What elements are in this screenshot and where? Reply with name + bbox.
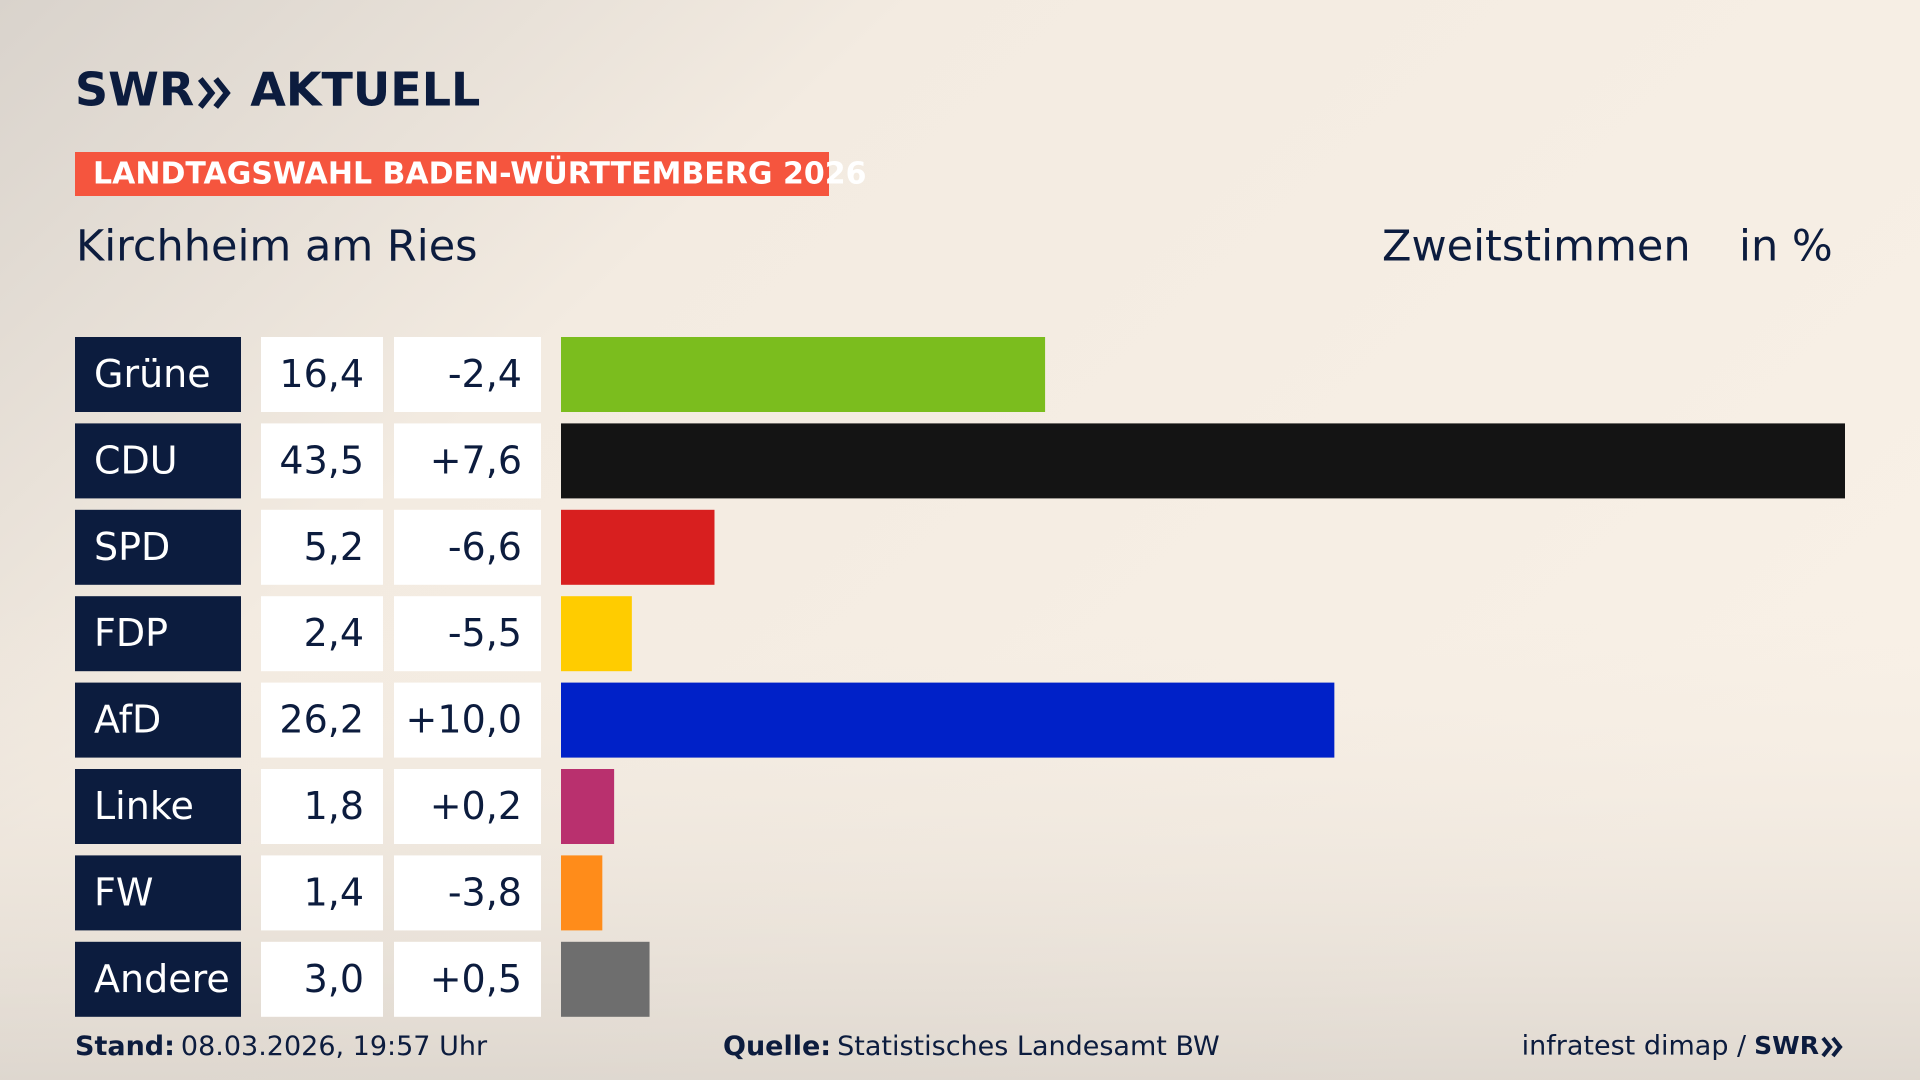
bar bbox=[561, 855, 603, 931]
party-box bbox=[75, 423, 241, 499]
chevron bbox=[213, 77, 231, 109]
value-box bbox=[261, 682, 383, 758]
party-box bbox=[75, 769, 241, 844]
party-label: Grüne bbox=[94, 352, 211, 396]
change-box bbox=[394, 337, 541, 412]
chart-title: Kirchheim am Ries bbox=[76, 222, 478, 272]
value-label: 16,4 bbox=[279, 352, 364, 396]
banner-text: LANDTAGSWAHL BADEN-WÜRTTEMBERG 2026 bbox=[93, 155, 866, 192]
party-box bbox=[75, 941, 241, 1017]
party-box bbox=[75, 855, 241, 931]
party-box bbox=[75, 596, 241, 672]
bar bbox=[561, 596, 632, 672]
party-label: SPD bbox=[94, 525, 170, 569]
stand-label: Stand: bbox=[75, 1031, 175, 1062]
change-box bbox=[394, 509, 541, 585]
value-label: 5,2 bbox=[304, 525, 364, 569]
change-box bbox=[394, 855, 541, 931]
change-label: +0,2 bbox=[430, 784, 522, 828]
credit: infratest dimap / bbox=[1522, 1031, 1747, 1062]
change-label: -6,6 bbox=[448, 525, 522, 569]
credit-logo: SWR bbox=[1754, 1031, 1819, 1060]
change-box bbox=[394, 423, 541, 499]
chevron bbox=[1821, 1036, 1833, 1058]
rows: Grüne 16,4 -2,4 CDU 43,5 +7,6 SPD 5,2 -6,6 FDP 2,4… bbox=[75, 337, 1845, 1017]
value-label: 1,8 bbox=[304, 784, 364, 828]
party-box bbox=[75, 682, 241, 758]
change-box bbox=[394, 596, 541, 672]
bar bbox=[561, 941, 650, 1017]
brand-name: AKTUELL bbox=[250, 63, 480, 117]
party-box bbox=[75, 337, 241, 412]
chart-subtitle: Zweitstimmen bbox=[1382, 222, 1691, 272]
bar bbox=[561, 337, 1046, 412]
bar bbox=[561, 769, 615, 844]
party-label: AfD bbox=[94, 698, 161, 742]
value-label: 1,4 bbox=[304, 870, 364, 914]
value-label: 43,5 bbox=[279, 438, 364, 482]
value-label: 2,4 bbox=[304, 611, 364, 655]
stand-value: 08.03.2026, 19:57 Uhr bbox=[181, 1031, 488, 1062]
source-label: Quelle: bbox=[723, 1031, 831, 1062]
unit: in % bbox=[1739, 222, 1833, 272]
bar bbox=[561, 509, 715, 585]
banner bbox=[75, 152, 829, 196]
change-label: -2,4 bbox=[448, 352, 522, 396]
bar bbox=[561, 423, 1845, 499]
value-label: 26,2 bbox=[279, 698, 364, 742]
party-box bbox=[75, 509, 241, 585]
value-box bbox=[261, 509, 383, 585]
party-label: CDU bbox=[94, 438, 178, 482]
change-label: +10,0 bbox=[406, 698, 522, 742]
value-box bbox=[261, 423, 383, 499]
logo-text: SWR bbox=[75, 63, 194, 117]
value-box bbox=[261, 941, 383, 1017]
party-label: Linke bbox=[94, 784, 194, 828]
chevron bbox=[197, 77, 216, 109]
change-box bbox=[394, 682, 541, 758]
change-label: +0,5 bbox=[430, 957, 522, 1001]
value-box bbox=[261, 855, 383, 931]
logo: SWR AKTUELL bbox=[75, 63, 480, 117]
party-label: FDP bbox=[94, 611, 168, 655]
value-box bbox=[261, 769, 383, 844]
bar bbox=[561, 682, 1335, 758]
change-box bbox=[394, 769, 541, 844]
change-label: -3,8 bbox=[448, 870, 522, 914]
party-label: Andere bbox=[94, 957, 230, 1001]
chevron bbox=[1831, 1036, 1843, 1058]
source-value: Statistisches Landesamt BW bbox=[837, 1031, 1220, 1062]
stand: Stand: 08.03.2026, 19:57 Uhr bbox=[75, 1031, 488, 1062]
value-box bbox=[261, 596, 383, 672]
source: Quelle: Statistisches Landesamt BW bbox=[723, 1031, 1220, 1062]
change-box bbox=[394, 941, 541, 1017]
change-label: +7,6 bbox=[430, 438, 522, 482]
change-label: -5,5 bbox=[448, 611, 522, 655]
value-box bbox=[261, 337, 383, 412]
party-label: FW bbox=[94, 870, 153, 914]
value-label: 3,0 bbox=[304, 957, 364, 1001]
